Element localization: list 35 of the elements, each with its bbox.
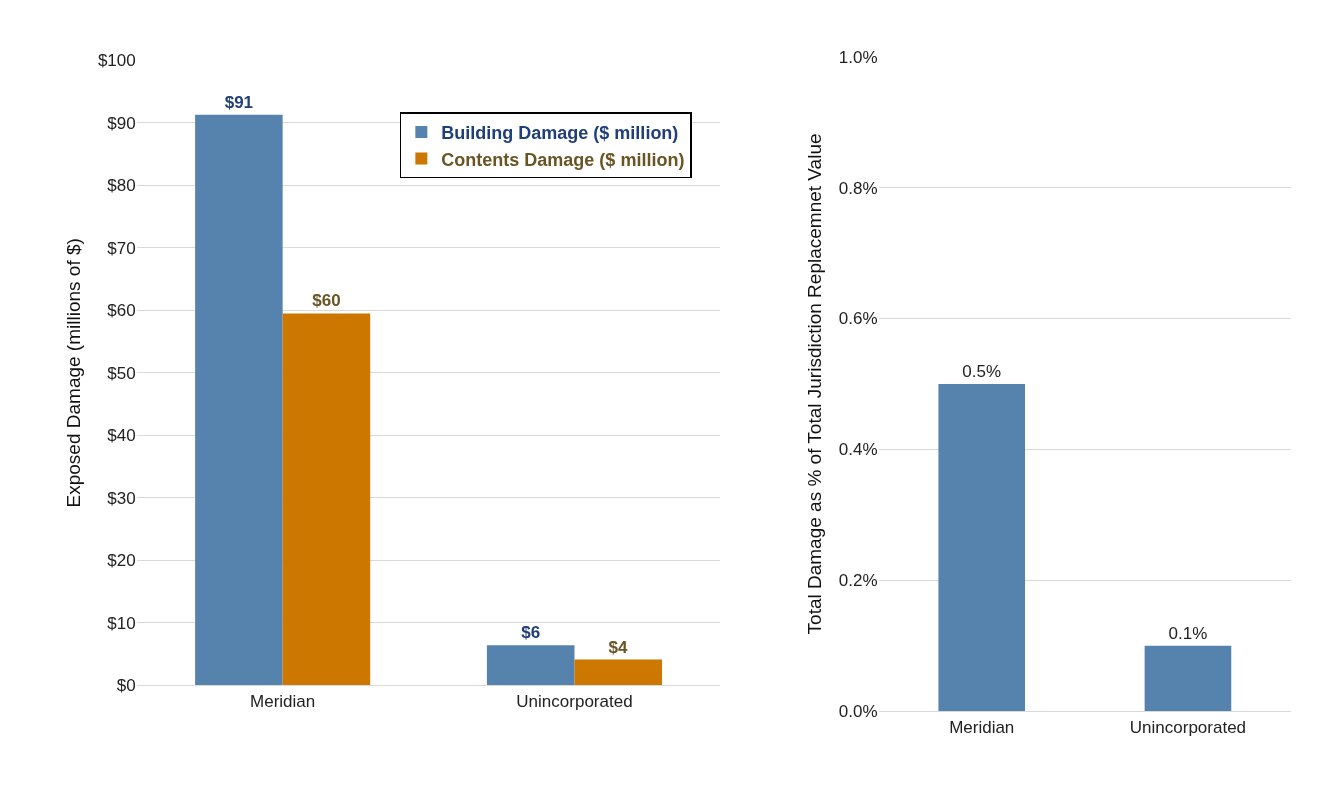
y-tick-label: $80: [107, 176, 136, 196]
bar: [195, 114, 283, 686]
y-tick-label: $40: [107, 426, 136, 446]
y-tick-label: $10: [107, 613, 136, 633]
y-tick-label: $20: [107, 551, 136, 571]
data-label: 0.1%: [1168, 623, 1208, 643]
bar: [282, 313, 371, 686]
x-tick-label: Meridian: [250, 691, 316, 711]
y-tick-label: $0: [116, 676, 136, 696]
bar: [486, 645, 575, 686]
y-tick-label: $50: [107, 363, 136, 383]
legend-label: Building Damage ($ million): [441, 123, 679, 144]
y-tick-label: $90: [107, 113, 136, 133]
y-tick-label: $60: [107, 301, 136, 321]
y-tick-label: 0.2%: [838, 571, 878, 591]
data-label: 0.5%: [962, 361, 1002, 381]
x-tick-label: Unincorporated: [1129, 717, 1247, 737]
y-tick-label: $70: [107, 238, 136, 258]
y-tick-label: 1.0%: [838, 47, 878, 67]
legend-label: Contents Damage ($ million): [441, 149, 685, 170]
y-tick-label: 0.0%: [838, 702, 878, 722]
data-label: $91: [224, 92, 254, 112]
y-tick-label: 0.8%: [838, 178, 878, 198]
y-tick-label: 0.6%: [838, 309, 878, 329]
x-tick-label: Meridian: [949, 717, 1015, 737]
y-tick-label: $30: [107, 488, 136, 508]
data-label: $4: [608, 637, 628, 657]
y-axis-title: Total Damage as % of Total Jurisdiction Replacemnet Value: [803, 133, 825, 635]
x-tick-label: Unincorporated: [516, 691, 633, 711]
y-tick-label: 0.4%: [838, 440, 878, 460]
y-tick-label: $100: [97, 51, 136, 71]
data-label: $6: [521, 623, 541, 643]
bar: [574, 659, 663, 686]
y-axis-title: Exposed Damage (millions of $): [62, 238, 84, 508]
data-label: $60: [312, 291, 341, 311]
